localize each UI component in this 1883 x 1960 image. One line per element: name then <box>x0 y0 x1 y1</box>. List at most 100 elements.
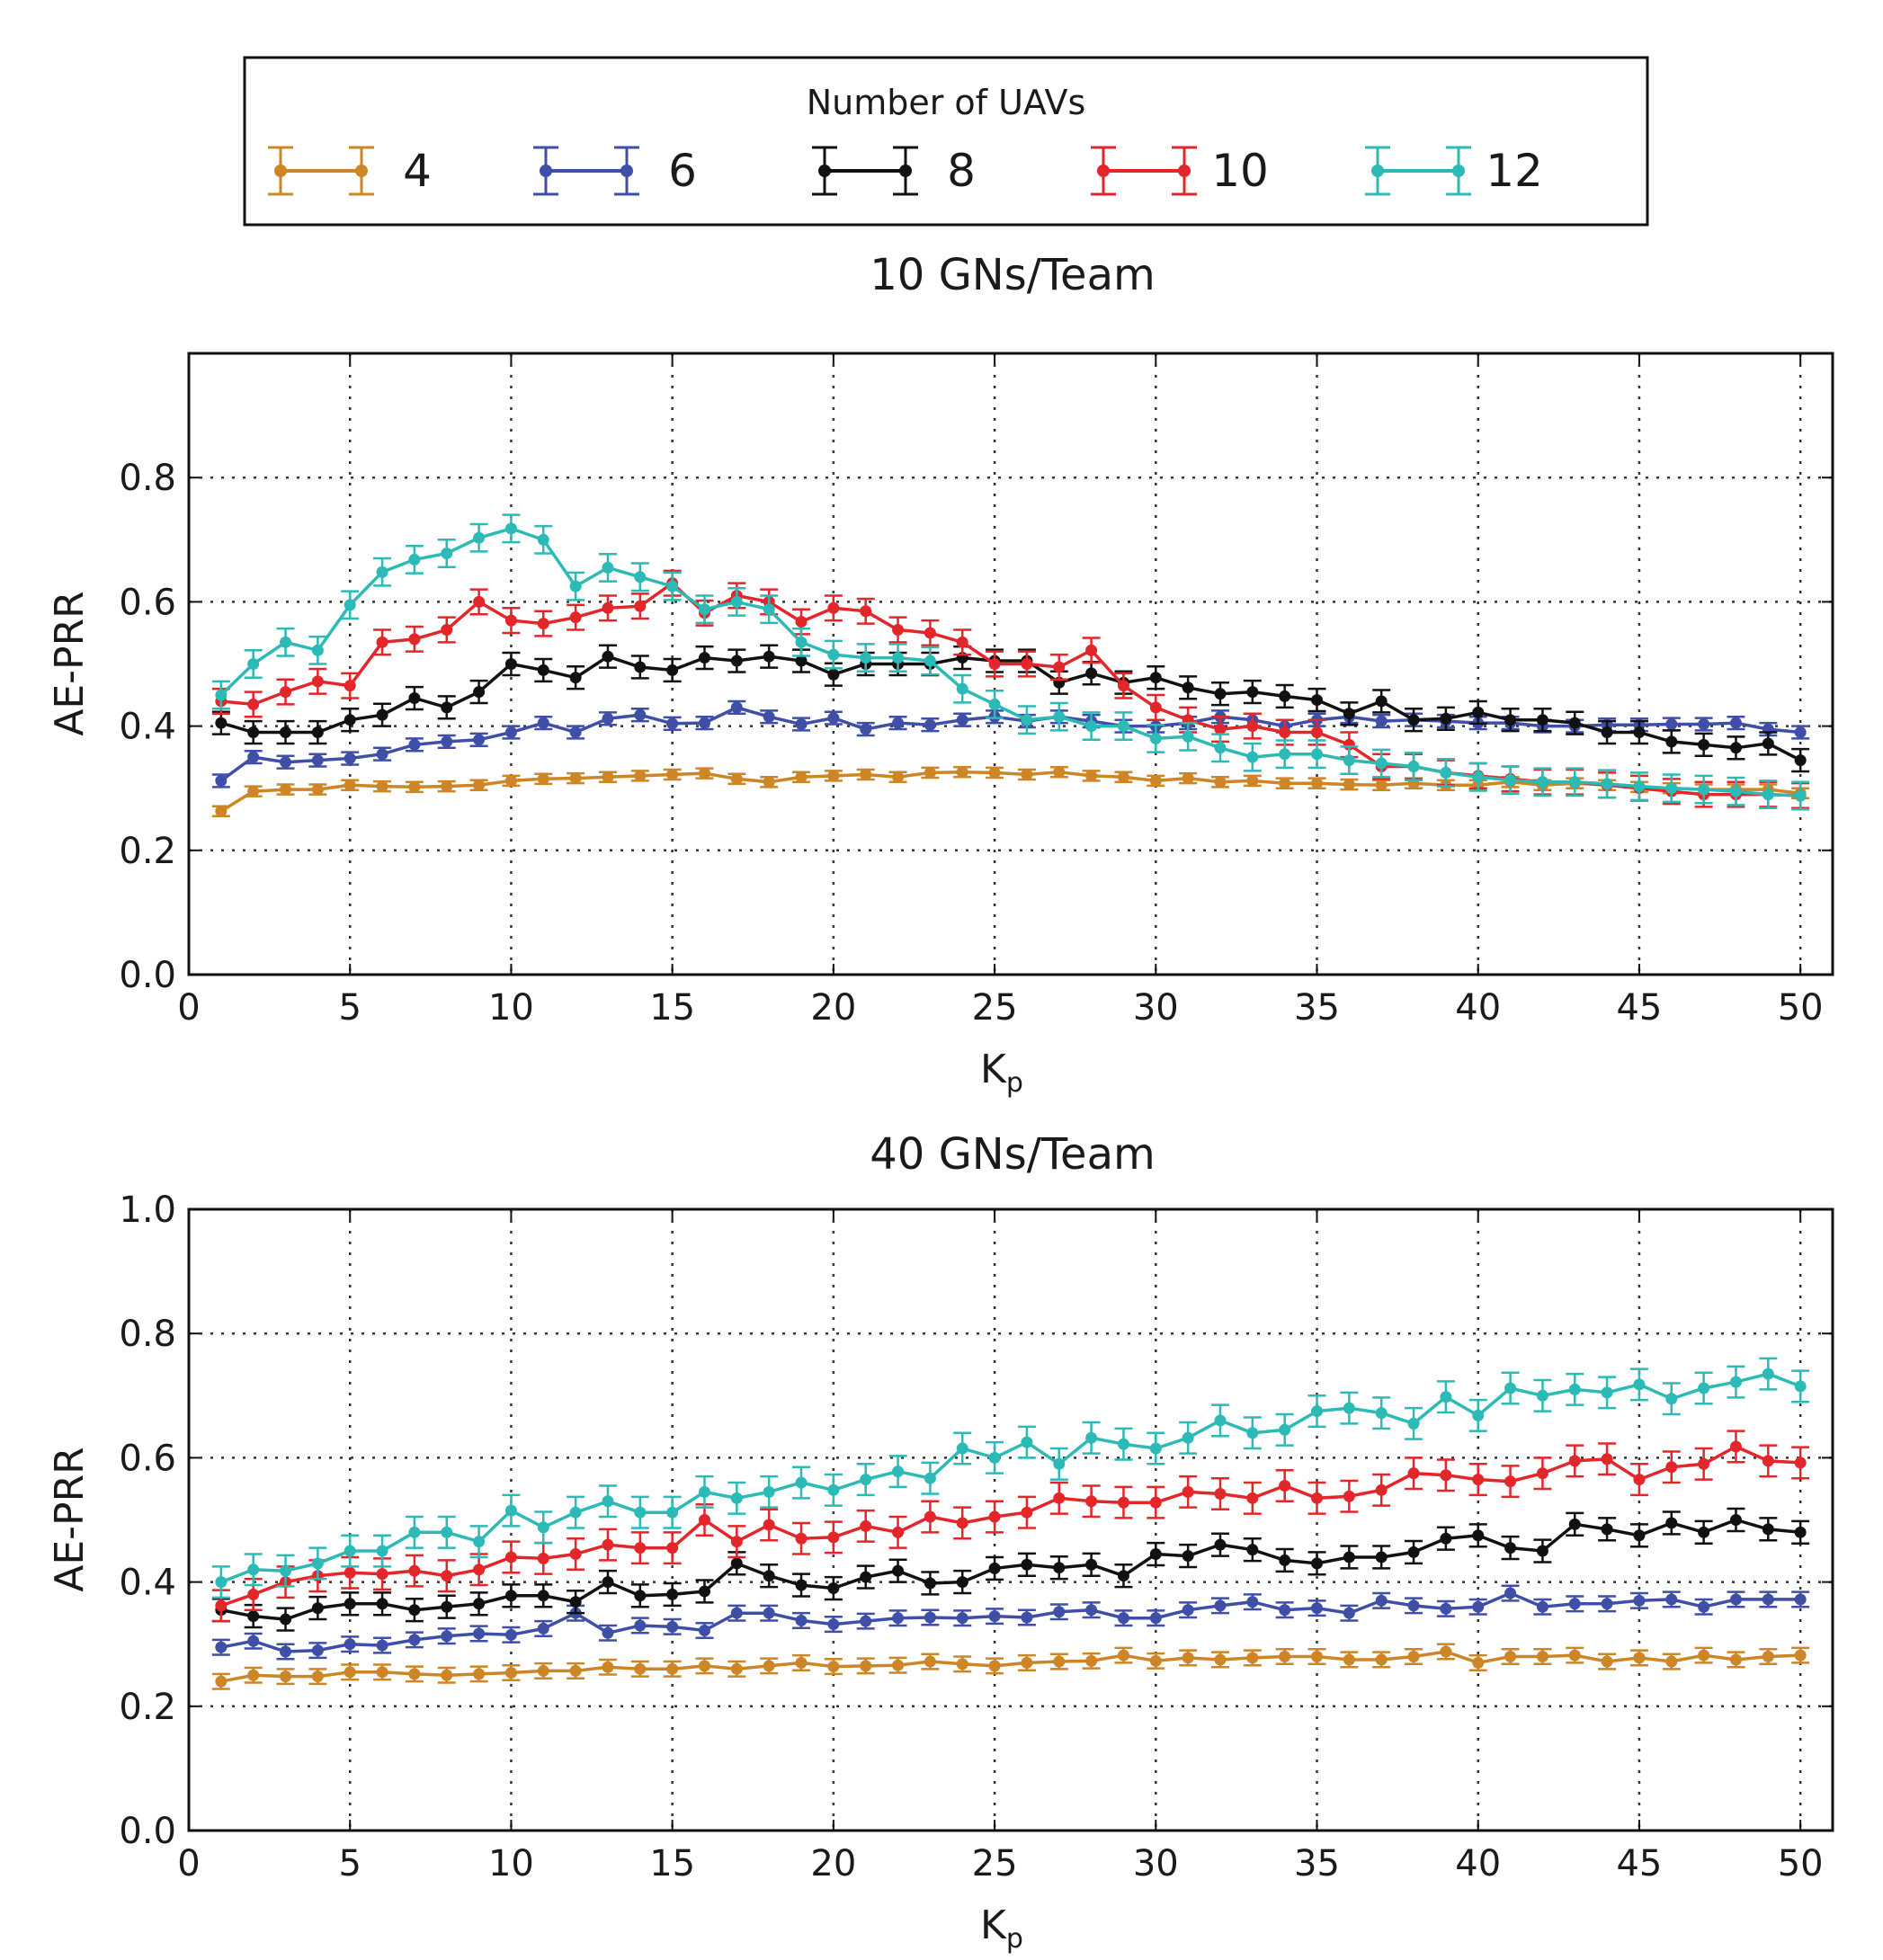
series-10-uavs <box>211 1430 1810 1623</box>
data-point <box>344 680 356 692</box>
x-tick-label: 20 <box>810 1843 856 1884</box>
data-point <box>1601 1598 1613 1610</box>
data-point <box>408 1526 421 1538</box>
plot-frame <box>187 1207 1834 1832</box>
data-point <box>1246 1652 1259 1664</box>
data-point <box>1665 1655 1678 1668</box>
data-point <box>441 1669 453 1681</box>
data-point <box>1407 1651 1420 1663</box>
data-point <box>795 1656 808 1669</box>
data-point <box>1214 1487 1227 1500</box>
series-line <box>220 1372 1801 1584</box>
data-point <box>280 1613 292 1626</box>
data-point <box>408 1564 421 1577</box>
x-tick-label: 25 <box>972 1843 1018 1884</box>
data-point <box>311 644 324 656</box>
data-point <box>1762 1523 1774 1536</box>
x-tick-label: 50 <box>1778 1843 1824 1884</box>
data-point <box>1665 782 1678 795</box>
x-tick-label: 5 <box>338 1843 361 1884</box>
data-point <box>956 766 968 779</box>
data-point <box>1633 1594 1646 1607</box>
data-point <box>634 1506 647 1519</box>
data-point <box>1246 1596 1259 1608</box>
data-point <box>795 771 808 783</box>
data-point <box>1601 778 1613 790</box>
data-point <box>1504 1475 1517 1488</box>
y-tick-label: 0.6 <box>119 582 176 623</box>
data-point <box>634 571 647 584</box>
data-point <box>634 1542 647 1555</box>
data-point <box>1375 695 1388 708</box>
data-point <box>537 533 549 546</box>
data-point <box>860 1660 872 1672</box>
data-point <box>441 1570 453 1582</box>
data-point <box>956 1576 968 1589</box>
data-point <box>827 1531 840 1544</box>
data-point <box>1021 1611 1033 1624</box>
data-point <box>956 1612 968 1625</box>
data-point <box>1279 1554 1291 1566</box>
y-tick-label: 0.0 <box>119 955 176 996</box>
legend-marker <box>899 165 912 177</box>
data-point <box>1279 726 1291 739</box>
data-point <box>1085 667 1098 680</box>
data-point <box>247 785 260 797</box>
data-point <box>698 1485 710 1498</box>
data-point <box>1246 1427 1259 1439</box>
data-point <box>1279 690 1291 702</box>
data-point <box>1021 1506 1033 1519</box>
data-point <box>1794 754 1807 767</box>
x-tick-label: 0 <box>177 987 200 1029</box>
data-point <box>1698 738 1710 751</box>
data-point <box>1568 776 1581 788</box>
data-point <box>1407 1417 1420 1430</box>
data-point <box>1601 1453 1613 1466</box>
data-point <box>892 717 905 729</box>
data-point <box>376 1568 388 1581</box>
data-point <box>1407 1546 1420 1558</box>
data-point <box>634 1590 647 1602</box>
data-point <box>860 1519 872 1532</box>
data-point <box>698 717 710 729</box>
legend-marker <box>818 165 831 177</box>
data-point <box>763 1485 775 1498</box>
data-point <box>1311 1557 1324 1570</box>
data-point <box>956 1658 968 1670</box>
data-point <box>569 1548 582 1561</box>
legend-marker <box>620 165 633 177</box>
data-point <box>1568 1649 1581 1662</box>
x-tick-label: 25 <box>972 987 1018 1029</box>
legend-item-8: 8 <box>812 145 976 197</box>
data-point <box>1279 1479 1291 1492</box>
series-line <box>220 1650 1801 1683</box>
data-point <box>1665 1461 1678 1474</box>
data-point <box>1472 1600 1485 1613</box>
data-point <box>1182 1431 1194 1444</box>
data-point <box>1311 777 1324 789</box>
data-point <box>1536 1600 1548 1613</box>
data-point <box>1762 1455 1774 1467</box>
data-point <box>988 766 1001 779</box>
x-axis-label: Kp <box>980 1047 1023 1099</box>
data-point <box>860 723 872 735</box>
legend-item-4: 4 <box>268 145 432 197</box>
data-point <box>1117 720 1129 733</box>
data-point <box>892 1526 905 1538</box>
data-point <box>1021 658 1033 670</box>
data-point <box>1440 1602 1452 1615</box>
data-point <box>1246 720 1259 733</box>
data-point <box>215 805 228 817</box>
x-tick-label: 10 <box>488 1843 534 1884</box>
data-point <box>730 1607 743 1619</box>
data-point <box>634 1619 647 1632</box>
data-point <box>344 714 356 726</box>
legend-label: 4 <box>403 145 432 197</box>
data-point <box>666 664 679 676</box>
y-axis-label: AE-PRR <box>47 1447 93 1591</box>
data-point <box>763 650 775 663</box>
data-point <box>408 633 421 646</box>
data-point <box>1794 1526 1807 1538</box>
data-point <box>1117 1612 1129 1625</box>
data-point <box>1214 1653 1227 1666</box>
